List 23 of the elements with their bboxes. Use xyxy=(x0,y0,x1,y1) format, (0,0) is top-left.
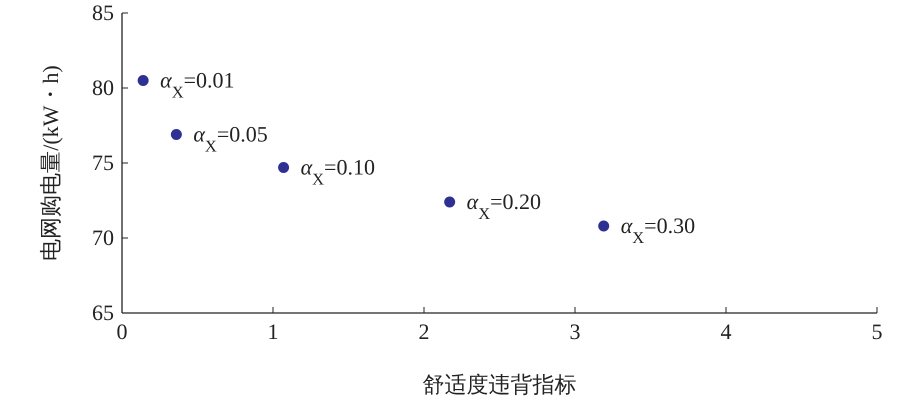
x-tick-label: 5 xyxy=(872,319,882,344)
x-tick-label: 2 xyxy=(418,319,430,344)
point xyxy=(598,220,610,232)
x-tick-label: 4 xyxy=(720,319,732,344)
y-axis-title: 电网购电量/(kW・h) xyxy=(38,65,63,261)
y-tick-label: 85 xyxy=(92,0,114,25)
x-axis-title: 舒适度违背指标 xyxy=(422,372,576,397)
point xyxy=(444,196,456,208)
annotation: α$_{X}$=0.20 xyxy=(466,189,542,222)
y-tick-label: 70 xyxy=(92,225,114,250)
y-tick-label: 75 xyxy=(92,150,114,175)
annotation: α$_{X}$=0.30 xyxy=(620,213,696,246)
annotation: α$_{X}$=0.01 xyxy=(160,68,235,101)
annotation: α$_{X}$=0.05 xyxy=(193,122,268,155)
y-tick-label: 65 xyxy=(92,300,114,325)
point xyxy=(170,129,182,140)
x-tick-label: 0 xyxy=(116,319,128,344)
annotation: α$_{X}$=0.10 xyxy=(300,154,375,188)
x-tick-label: 3 xyxy=(570,319,580,344)
x-tick-label: 1 xyxy=(268,319,278,344)
y-tick-label: 80 xyxy=(92,75,114,100)
point xyxy=(138,75,149,86)
point xyxy=(278,162,290,173)
